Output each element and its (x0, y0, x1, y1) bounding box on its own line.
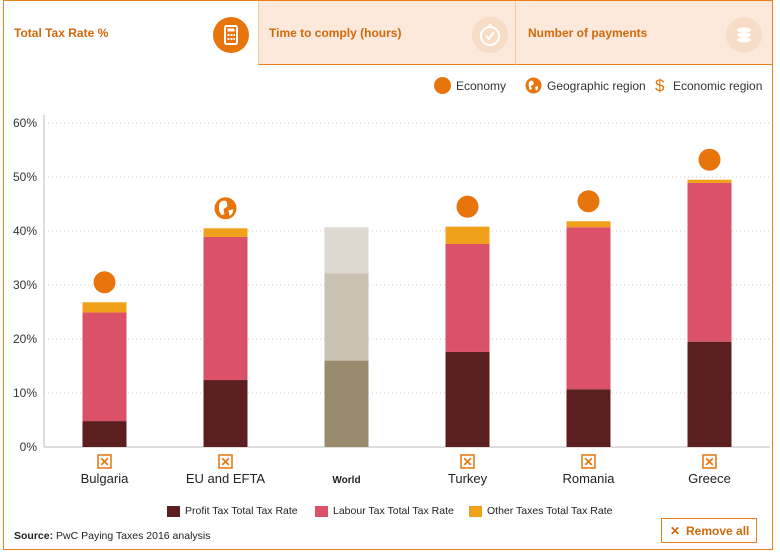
remove-category-button[interactable] (460, 454, 475, 469)
bar-segment[interactable] (445, 243, 490, 352)
stopwatch-icon (472, 17, 508, 53)
x-icon: ✕ (583, 455, 593, 469)
source-note: Source: PwC Paying Taxes 2016 analysis (14, 530, 211, 542)
dollar-icon: $ (655, 76, 665, 95)
bar-segment[interactable] (82, 312, 127, 422)
y-tick-label: 10% (13, 386, 37, 400)
bar-segment[interactable] (203, 228, 248, 237)
x-tick-label: Turkey (448, 471, 488, 486)
tab-label: Time to comply (hours) (269, 26, 402, 40)
tab-time-to-comply[interactable]: Time to comply (hours) (258, 1, 515, 65)
x-tick-label: EU and EFTA (186, 471, 266, 486)
legend-swatch (167, 506, 180, 517)
economy-dot-icon (434, 77, 451, 94)
bar-segment[interactable] (82, 302, 127, 313)
x-icon: ✕ (99, 455, 109, 469)
remove-category-button[interactable] (218, 454, 233, 469)
x-icon: ✕ (220, 455, 230, 469)
tab-label: Total Tax Rate % (14, 26, 109, 40)
economy-marker-icon (577, 190, 600, 213)
bar-segment[interactable] (687, 182, 732, 342)
tab-total-tax-rate[interactable]: Total Tax Rate % (4, 1, 258, 65)
remove-category-button[interactable] (702, 454, 717, 469)
tab-bar: Total Tax Rate % Time to comply (hours) … (4, 1, 772, 65)
bar-segment[interactable] (566, 227, 611, 390)
legend-geographic-label: Geographic region (547, 79, 646, 93)
bar-segment[interactable] (687, 341, 732, 447)
x-icon: ✕ (462, 455, 472, 469)
bar-segment[interactable] (324, 360, 369, 447)
x-tick-label: Romania (562, 471, 615, 486)
tab-number-of-payments[interactable]: Number of payments (515, 1, 772, 65)
y-tick-label: 30% (13, 278, 37, 292)
coins-icon (726, 17, 762, 53)
remove-category-button[interactable] (97, 454, 112, 469)
source-text: PwC Paying Taxes 2016 analysis (56, 530, 211, 542)
bar-segment[interactable] (203, 236, 248, 381)
y-tick-label: 20% (13, 332, 37, 346)
economy-marker-icon (93, 271, 116, 294)
bar-segment[interactable] (445, 226, 490, 244)
x-tick-label: Bulgaria (81, 471, 129, 486)
legend-label: Other Taxes Total Tax Rate (487, 505, 613, 517)
bar-segment[interactable] (324, 273, 369, 361)
legend-economic-label: Economic region (673, 79, 763, 93)
bar-segment[interactable] (82, 421, 127, 447)
legend-swatch (315, 506, 328, 517)
x-icon: ✕ (670, 524, 681, 538)
tab-label: Number of payments (528, 26, 648, 40)
legend-label: Profit Tax Total Tax Rate (185, 505, 298, 517)
x-icon: ✕ (704, 455, 714, 469)
x-tick-label: World (332, 475, 360, 486)
globe-marker-continents (218, 200, 234, 217)
marker-legend: Economy Geographic region $ Economic reg… (0, 76, 780, 96)
y-tick-label: 50% (13, 170, 37, 184)
remove-category-button[interactable] (581, 454, 596, 469)
remove-all-button[interactable]: ✕ Remove all (661, 518, 757, 543)
economy-marker-icon (698, 148, 721, 171)
source-label: Source: (14, 530, 54, 542)
bar-segment[interactable] (566, 221, 611, 228)
y-tick-label: 60% (13, 116, 37, 130)
legend-label: Labour Tax Total Tax Rate (333, 505, 454, 517)
bar-segment[interactable] (566, 389, 611, 447)
y-tick-label: 40% (13, 224, 37, 238)
x-tick-label: Greece (688, 471, 731, 486)
legend-swatch (469, 506, 482, 517)
globe-marker-icon (214, 197, 237, 220)
calculator-icon (213, 17, 249, 53)
bar-segment[interactable] (203, 380, 248, 447)
globe-icon (525, 77, 542, 97)
series-legend: Profit Tax Total Tax Rate Labour Tax Tot… (0, 504, 780, 520)
legend-economy-label: Economy (456, 79, 507, 93)
y-tick-label: 0% (20, 440, 38, 454)
bar-segment[interactable] (445, 351, 490, 447)
economy-marker-icon (456, 195, 479, 218)
bar-segment[interactable] (324, 227, 369, 274)
remove-all-label: Remove all (686, 524, 750, 538)
bar-segment[interactable] (687, 179, 732, 183)
widget-frame (3, 0, 773, 550)
